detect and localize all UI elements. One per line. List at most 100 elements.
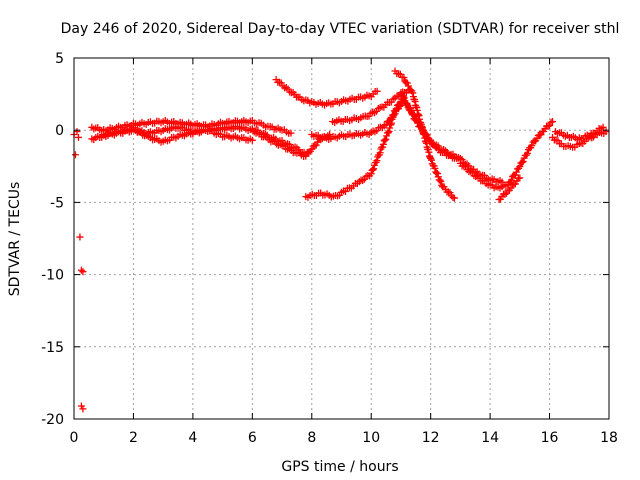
data-point <box>516 163 524 171</box>
data-points <box>70 67 610 413</box>
data-point <box>416 123 424 131</box>
series-track-11 <box>397 89 464 163</box>
data-point <box>428 156 436 164</box>
x-tick-label: 4 <box>188 430 197 446</box>
data-point <box>368 166 376 174</box>
data-point <box>433 170 441 178</box>
data-point <box>431 164 439 172</box>
series-track-5 <box>272 76 381 109</box>
data-point <box>370 165 378 173</box>
data-point <box>397 89 405 97</box>
data-point <box>74 133 82 141</box>
data-point <box>382 135 390 143</box>
data-point <box>544 122 552 130</box>
data-point <box>287 129 295 137</box>
data-point <box>546 121 554 129</box>
series-track-8 <box>302 97 405 201</box>
data-point <box>367 170 375 178</box>
data-point <box>79 405 87 413</box>
data-point <box>77 266 85 274</box>
data-point <box>373 157 381 165</box>
data-point <box>450 194 458 202</box>
data-point <box>404 101 412 109</box>
data-point <box>421 129 429 137</box>
y-tick-label: -15 <box>41 340 64 356</box>
y-tick-label: 0 <box>55 123 64 139</box>
tick-labels: 0 2 4 6 8 10 12 14 16 18 5 0 -5 -10 -15 -20 <box>41 51 618 446</box>
x-axis-label: GPS time / hours <box>281 459 398 475</box>
data-point <box>400 73 408 81</box>
data-point <box>381 136 389 144</box>
data-point <box>518 158 526 166</box>
data-point <box>379 140 387 148</box>
data-point <box>73 128 81 136</box>
axis-ticks <box>73 57 610 420</box>
series-track-1 <box>88 116 295 137</box>
x-tick-label: 12 <box>422 430 440 446</box>
series-track-13 <box>495 174 524 204</box>
x-tick-label: 6 <box>248 430 257 446</box>
data-point <box>507 184 515 192</box>
data-point <box>436 176 444 184</box>
data-point <box>501 190 509 198</box>
series-track-12 <box>456 118 557 192</box>
data-point <box>308 145 316 153</box>
series-track-3 <box>100 124 256 146</box>
series-track-7 <box>329 86 414 127</box>
data-point <box>76 233 84 241</box>
y-tick-label: -10 <box>41 268 64 284</box>
x-tick-label: 8 <box>307 430 316 446</box>
data-point <box>312 141 320 149</box>
data-point <box>369 166 377 174</box>
data-point <box>376 149 384 157</box>
data-point <box>533 135 541 143</box>
data-point <box>425 135 433 143</box>
data-point <box>512 168 520 176</box>
data-point <box>392 105 400 113</box>
data-point <box>519 158 527 166</box>
data-point <box>399 92 407 100</box>
data-point <box>446 189 454 197</box>
x-tick-label: 2 <box>129 430 138 446</box>
x-tick-label: 16 <box>541 430 559 446</box>
y-tick-label: 5 <box>55 51 64 67</box>
plot-frame <box>73 57 610 420</box>
data-point <box>404 82 412 90</box>
data-point <box>408 110 416 118</box>
y-axis-label: SDTVAR / TECUs <box>7 182 23 297</box>
data-point <box>445 188 452 196</box>
data-point <box>437 178 445 186</box>
data-point <box>380 137 388 145</box>
x-tick-label: 14 <box>481 430 499 446</box>
data-point <box>602 128 610 136</box>
data-point <box>427 155 435 163</box>
data-point <box>414 119 422 127</box>
x-tick-label: 10 <box>362 430 380 446</box>
data-point <box>599 123 607 131</box>
series-track-15 <box>552 123 607 144</box>
data-point <box>248 136 256 144</box>
data-point <box>547 118 555 126</box>
data-point <box>384 129 392 137</box>
y-tick-label: -20 <box>41 412 64 428</box>
x-tick-label: 0 <box>70 430 79 446</box>
data-point <box>373 87 381 95</box>
data-point <box>528 142 536 150</box>
data-point <box>523 149 531 157</box>
data-point <box>409 111 417 119</box>
series-track-9 <box>391 67 458 202</box>
data-point <box>79 268 87 276</box>
y-tick-label: -5 <box>50 195 64 211</box>
data-point <box>417 124 425 132</box>
series-track-4 <box>248 125 334 158</box>
chart-title: Day 246 of 2020, Sidereal Day-to-day VTE… <box>61 21 620 37</box>
data-point <box>516 174 524 182</box>
data-point <box>508 176 516 184</box>
x-tick-label: 18 <box>600 430 618 446</box>
data-point <box>400 93 408 101</box>
data-point <box>426 136 434 144</box>
data-point <box>71 151 79 159</box>
data-point <box>549 118 557 126</box>
